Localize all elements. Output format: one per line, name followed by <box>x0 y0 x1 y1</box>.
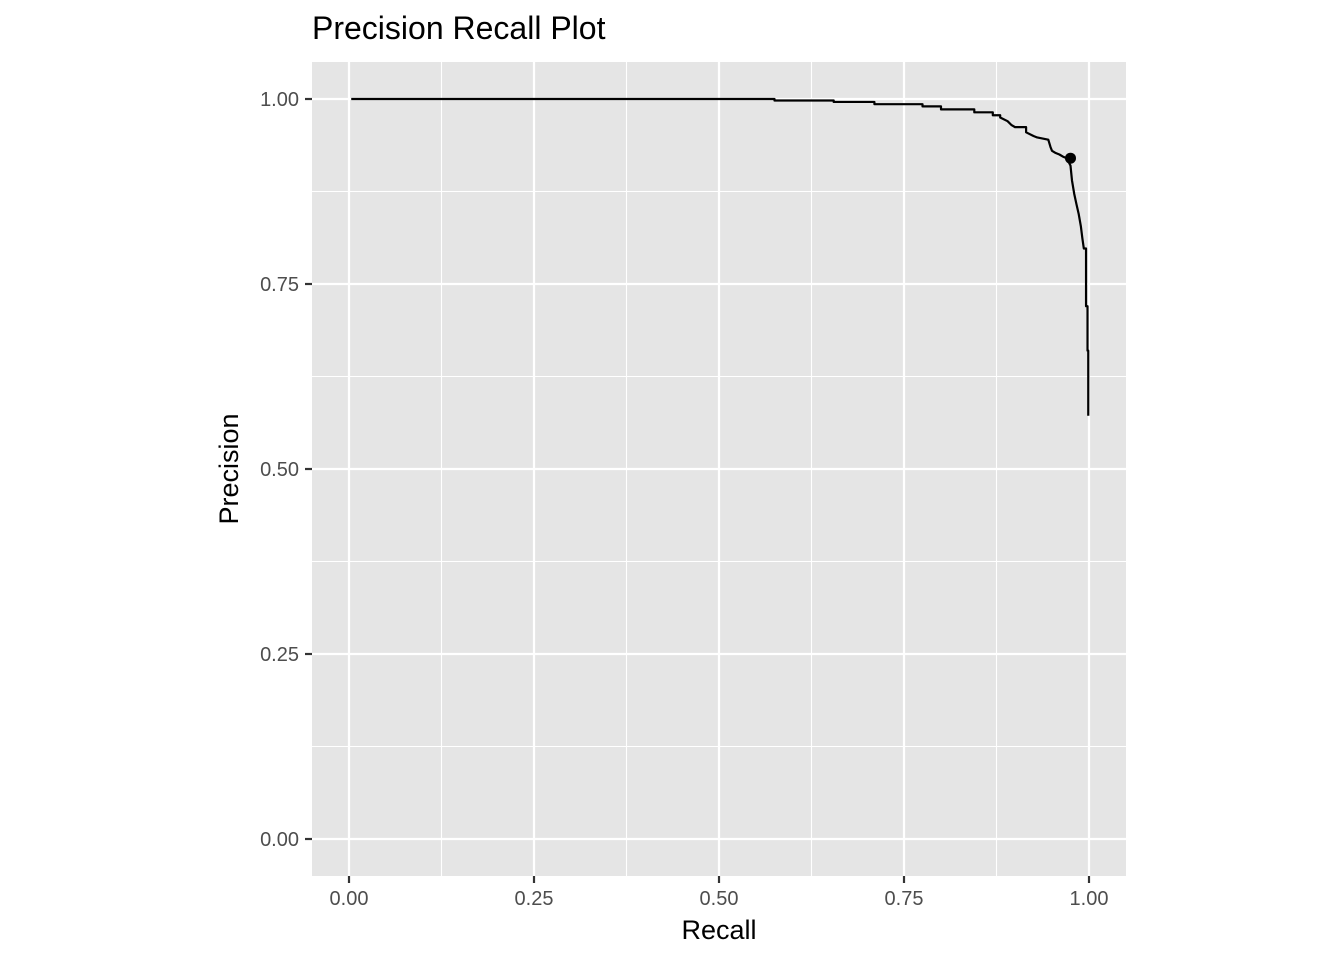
y-tick-label: 0.50 <box>260 459 299 481</box>
chart-title: Precision Recall Plot <box>312 10 606 46</box>
x-tick-label: 0.50 <box>700 888 739 910</box>
series-layer <box>351 97 1090 416</box>
highlight-point <box>1065 152 1076 164</box>
y-tick-label: 0.25 <box>260 644 299 666</box>
x-tick-label: 0.25 <box>515 888 554 910</box>
x-tick-label: 1.00 <box>1070 888 1109 910</box>
y-axis: 0.00 0.25 0.50 0.75 1.00 <box>260 89 312 851</box>
x-tick-label: 0.00 <box>330 888 369 910</box>
x-tick-label: 0.75 <box>885 888 924 910</box>
x-axis-title: Recall <box>681 915 756 945</box>
y-tick-label: 1.00 <box>260 89 299 111</box>
y-axis-title: Precision <box>214 413 244 524</box>
y-tick-label: 0.75 <box>260 274 299 296</box>
x-axis: 0.00 0.25 0.50 0.75 1.00 <box>330 876 1109 910</box>
pr-curve-line <box>351 97 1090 416</box>
y-tick-label: 0.00 <box>260 829 299 851</box>
